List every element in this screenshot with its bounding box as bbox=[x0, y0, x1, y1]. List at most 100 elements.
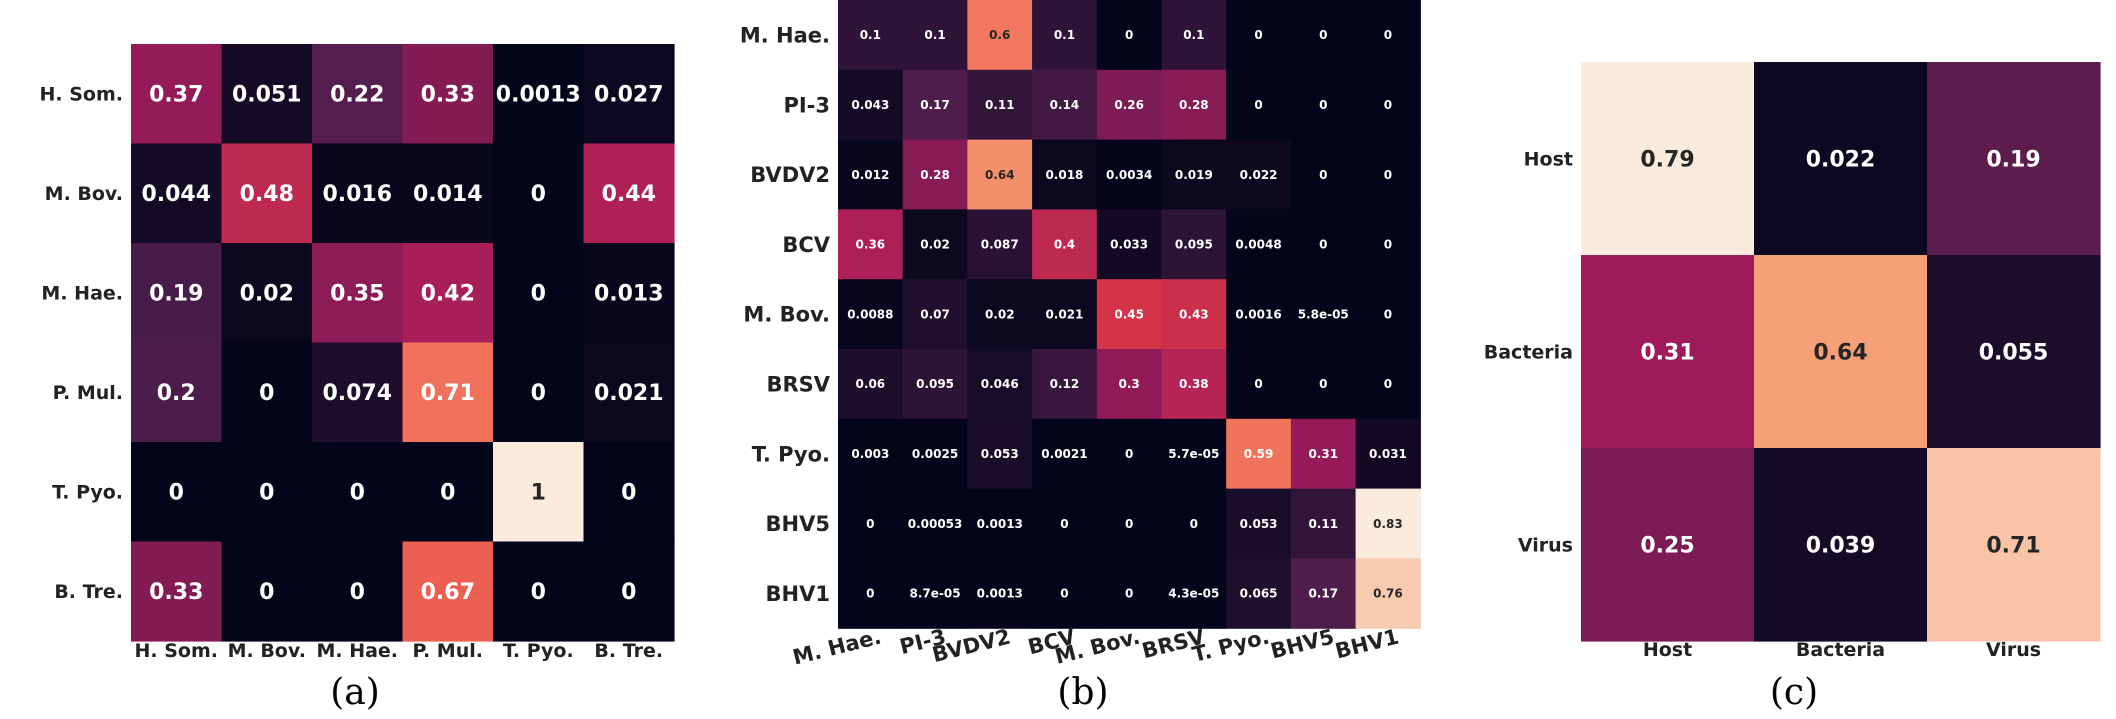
heatmap-cell bbox=[221, 541, 313, 642]
heatmap-cell bbox=[902, 418, 968, 490]
heatmap-cell bbox=[1032, 139, 1098, 210]
heatmap-cell bbox=[1226, 69, 1292, 141]
heatmap-cell bbox=[967, 279, 1033, 350]
cell-value-label: 0.48 bbox=[240, 182, 294, 207]
heatmap-cell bbox=[1355, 139, 1421, 210]
x-tick-label: M. Bov. bbox=[228, 640, 306, 662]
cell-value-label: 0.19 bbox=[1986, 147, 2040, 172]
cell-value-label: 0.051 bbox=[232, 83, 302, 108]
cell-value-label: 0.31 bbox=[1640, 340, 1694, 365]
cell-value-label: 0 bbox=[531, 381, 546, 406]
y-tick-label: P. Mul. bbox=[53, 382, 123, 404]
y-tick-label: BCV bbox=[782, 233, 830, 257]
heatmap-cell bbox=[967, 418, 1033, 490]
cell-value-label: 0.45 bbox=[1114, 307, 1144, 321]
cell-value-label: 0.0013 bbox=[977, 517, 1023, 531]
heatmap-cell bbox=[1290, 209, 1357, 280]
heatmap-cell bbox=[1754, 255, 1928, 449]
cell-value-label: 0.055 bbox=[1979, 340, 2049, 365]
cell-value-label: 5.7e-05 bbox=[1168, 447, 1219, 461]
heatmap-cell bbox=[1096, 139, 1163, 210]
cell-value-label: 0.053 bbox=[981, 447, 1019, 461]
cell-value-label: 0.043 bbox=[851, 98, 889, 112]
heatmap-cell bbox=[967, 0, 1033, 71]
heatmap-cell bbox=[967, 139, 1033, 210]
cell-value-label: 0 bbox=[1319, 168, 1327, 182]
cell-value-label: 0 bbox=[1319, 28, 1327, 42]
heatmap-cell bbox=[1290, 0, 1357, 71]
cell-value-label: 0.67 bbox=[421, 580, 475, 605]
heatmap-cell bbox=[1927, 62, 2101, 256]
cell-value-label: 0.38 bbox=[1179, 377, 1209, 391]
heatmap-cell bbox=[402, 342, 494, 443]
heatmap-cell bbox=[967, 69, 1033, 141]
cell-value-label: 0.0034 bbox=[1106, 168, 1152, 182]
cell-value-label: 0.012 bbox=[851, 168, 889, 182]
x-tick-label: Bacteria bbox=[1796, 639, 1885, 661]
cell-value-label: 0 bbox=[1190, 517, 1198, 531]
cell-value-label: 0.22 bbox=[330, 83, 384, 108]
heatmap-cell bbox=[1290, 139, 1357, 210]
heatmap-cell bbox=[902, 488, 968, 559]
cell-value-label: 0.1 bbox=[1054, 28, 1075, 42]
cell-value-label: 0.25 bbox=[1640, 533, 1694, 558]
y-tick-label: Bacteria bbox=[1484, 341, 1573, 363]
cell-value-label: 0.64 bbox=[1813, 340, 1867, 365]
cell-value-label: 0.36 bbox=[856, 238, 886, 252]
y-tick-label: BHV1 bbox=[766, 582, 830, 606]
heatmap-cell bbox=[221, 44, 313, 145]
cell-value-label: 0.0025 bbox=[912, 447, 958, 461]
cell-value-label: 0 bbox=[350, 481, 365, 506]
cell-value-label: 0.43 bbox=[1179, 307, 1209, 321]
heatmap-cell bbox=[1290, 69, 1357, 141]
heatmap-cell bbox=[493, 243, 585, 344]
heatmap-cell bbox=[1581, 448, 1755, 642]
heatmap-cell bbox=[1032, 209, 1098, 280]
heatmap-cell bbox=[1226, 139, 1292, 210]
heatmap-cell bbox=[1927, 255, 2101, 449]
heatmap-cell bbox=[221, 143, 313, 244]
heatmap-cell bbox=[1355, 209, 1421, 280]
cell-value-label: 0 bbox=[1384, 98, 1392, 112]
cell-value-label: 0.053 bbox=[1240, 517, 1278, 531]
heatmap-cell bbox=[902, 349, 968, 420]
heatmap-cell bbox=[1032, 279, 1098, 350]
heatmap-cell bbox=[1290, 558, 1357, 629]
cell-value-label: 0.64 bbox=[985, 168, 1015, 182]
x-tick-label: T. Pyo. bbox=[503, 640, 574, 662]
heatmap-cell bbox=[1032, 488, 1098, 559]
cell-value-label: 0.031 bbox=[1369, 447, 1407, 461]
heatmap-cell bbox=[838, 69, 904, 141]
cell-value-label: 0 bbox=[1384, 307, 1392, 321]
heatmap-cell bbox=[402, 442, 494, 543]
heatmap-cell bbox=[583, 442, 675, 543]
cell-value-label: 0.2 bbox=[157, 381, 196, 406]
heatmap-cell bbox=[1355, 279, 1421, 350]
y-tick-label: H. Som. bbox=[40, 84, 124, 106]
cell-value-label: 0.1 bbox=[860, 28, 881, 42]
panel-caption: (b) bbox=[1057, 672, 1108, 713]
cell-value-label: 0.018 bbox=[1045, 168, 1083, 182]
cell-value-label: 0.06 bbox=[856, 377, 886, 391]
y-tick-label: T. Pyo. bbox=[52, 482, 123, 504]
cell-value-label: 0.71 bbox=[421, 381, 475, 406]
heatmap-cell bbox=[1032, 0, 1098, 71]
y-tick-label: M. Hae. bbox=[740, 23, 830, 47]
heatmap-cell bbox=[1032, 558, 1098, 629]
heatmap-cell bbox=[1754, 62, 1928, 256]
cell-value-label: 0 bbox=[1319, 98, 1327, 112]
cell-value-label: 0.014 bbox=[413, 182, 483, 207]
cell-value-label: 0.44 bbox=[602, 182, 656, 207]
cell-value-label: 0.021 bbox=[1045, 307, 1083, 321]
heatmap-cell bbox=[402, 541, 494, 642]
heatmap-cell bbox=[312, 243, 404, 344]
cell-value-label: 0.016 bbox=[322, 182, 392, 207]
cell-value-label: 0.83 bbox=[1373, 517, 1403, 531]
cell-value-label: 0.021 bbox=[594, 381, 664, 406]
heatmap-cell bbox=[902, 279, 968, 350]
x-tick-label: BHV5 bbox=[1268, 625, 1336, 664]
heatmap-cell bbox=[583, 342, 675, 443]
cell-value-label: 0 bbox=[1060, 517, 1068, 531]
heatmap-cell bbox=[1161, 279, 1227, 350]
